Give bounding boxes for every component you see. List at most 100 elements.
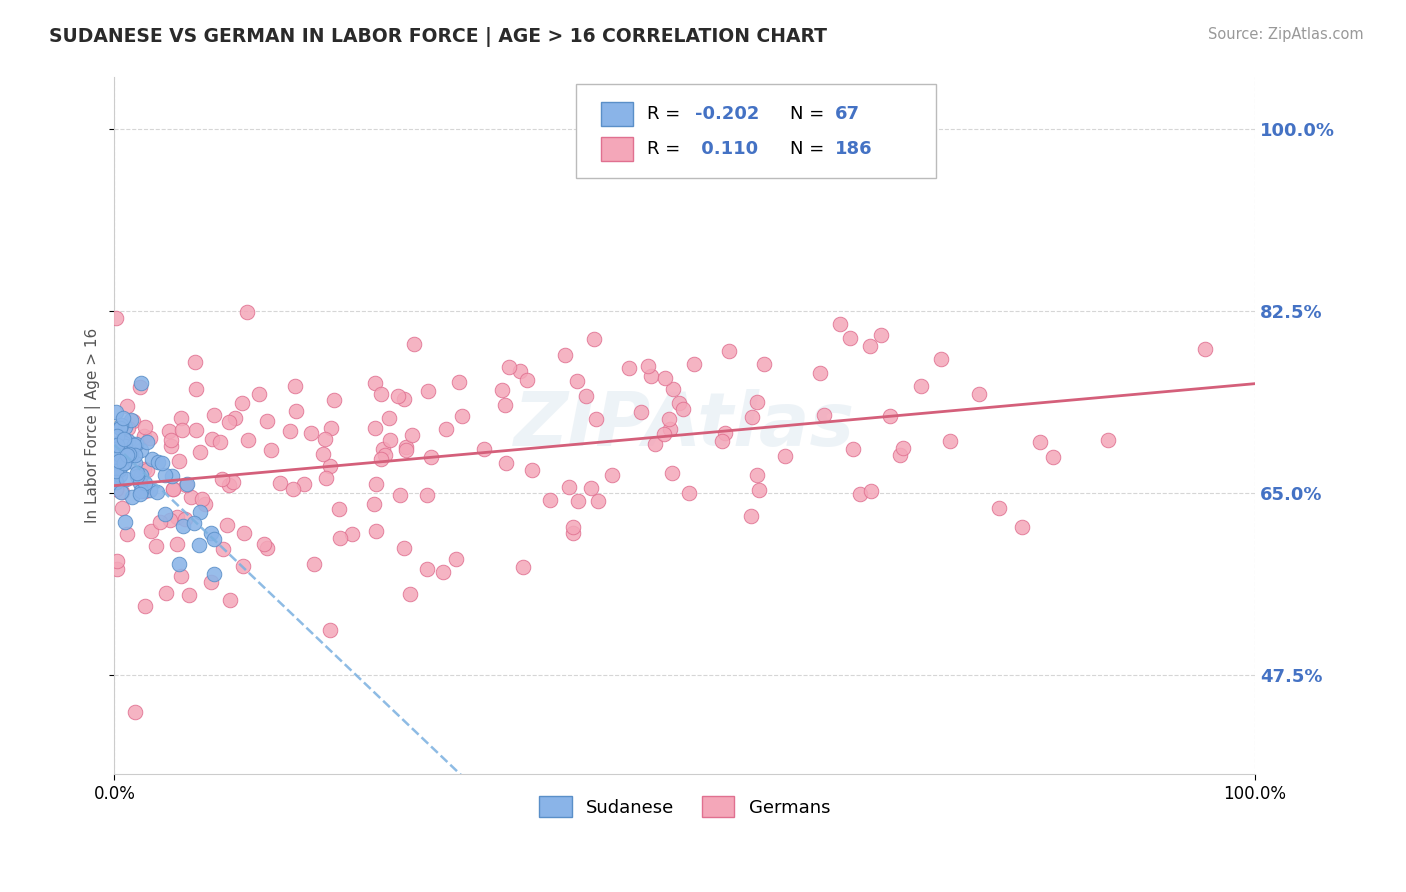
Point [211,542,233,557]
Point [748,483,770,497]
Text: ZIPAtlas: ZIPAtlas [515,389,855,462]
Point [148,455,170,469]
Point [176,477,198,491]
Point [554,348,576,362]
Point [247,387,270,401]
Point [451,409,474,423]
Point [420,450,443,464]
Point [112,436,135,450]
Point [512,559,534,574]
Point [166,537,188,551]
Point [236,305,259,319]
Point [498,360,520,375]
Point [105,475,128,490]
Point [155,586,177,600]
Point [122,438,145,452]
Point [299,426,322,441]
Point [644,437,666,451]
Point [114,439,136,453]
Point [117,421,139,435]
Point [509,364,531,378]
Point [668,396,690,410]
Point [201,433,224,447]
Point [322,392,344,407]
Point [200,574,222,589]
Point [108,456,131,470]
Point [114,420,136,434]
Point [105,554,128,568]
Point [828,317,851,331]
Point [150,456,173,470]
Point [654,371,676,385]
Point [567,494,589,508]
Point [522,463,544,477]
Point [711,434,734,449]
Point [180,490,202,504]
Point [364,376,387,390]
Point [253,537,276,551]
Point [472,442,495,457]
Point [444,552,467,566]
Text: 0.110: 0.110 [695,140,758,158]
Point [314,432,336,446]
Point [105,442,128,456]
Point [117,447,139,461]
Point [585,412,607,426]
Point [107,429,129,443]
Point [312,447,335,461]
Point [209,434,232,449]
Point [138,483,160,498]
Point [773,449,796,463]
Point [114,515,136,529]
Point [124,705,146,719]
Point [839,331,862,345]
Point [167,454,190,468]
Text: 186: 186 [835,140,873,158]
Point [302,557,325,571]
Point [910,379,932,393]
Point [174,512,197,526]
Point [329,531,352,545]
Point [236,433,259,447]
Point [717,344,740,359]
Point [232,558,254,573]
Point [319,458,342,473]
Point [110,484,132,499]
Point [363,497,385,511]
Point [280,424,302,438]
Point [162,482,184,496]
Point [745,467,768,482]
Point [174,477,197,491]
Point [395,443,418,458]
Point [256,413,278,427]
Point [135,463,157,477]
Point [859,339,882,353]
Point [233,525,256,540]
Point [159,513,181,527]
Text: N =: N = [790,104,830,123]
Y-axis label: In Labor Force | Age > 16: In Labor Force | Age > 16 [86,328,101,524]
Point [104,405,127,419]
Point [157,424,180,438]
Point [870,327,893,342]
Point [134,599,156,613]
Point [129,380,152,394]
Point [495,456,517,470]
Point [131,376,153,391]
Point [104,442,127,457]
Point [112,456,135,470]
Point [416,562,439,576]
Point [200,526,222,541]
Point [575,389,598,403]
Point [110,417,132,432]
Point [432,565,454,579]
Point [418,384,440,399]
Point [929,351,952,366]
Point [678,485,700,500]
Point [122,414,145,428]
Point [108,445,131,459]
Point [740,509,762,524]
Point [104,475,127,489]
Point [558,480,581,494]
Point [105,458,128,473]
